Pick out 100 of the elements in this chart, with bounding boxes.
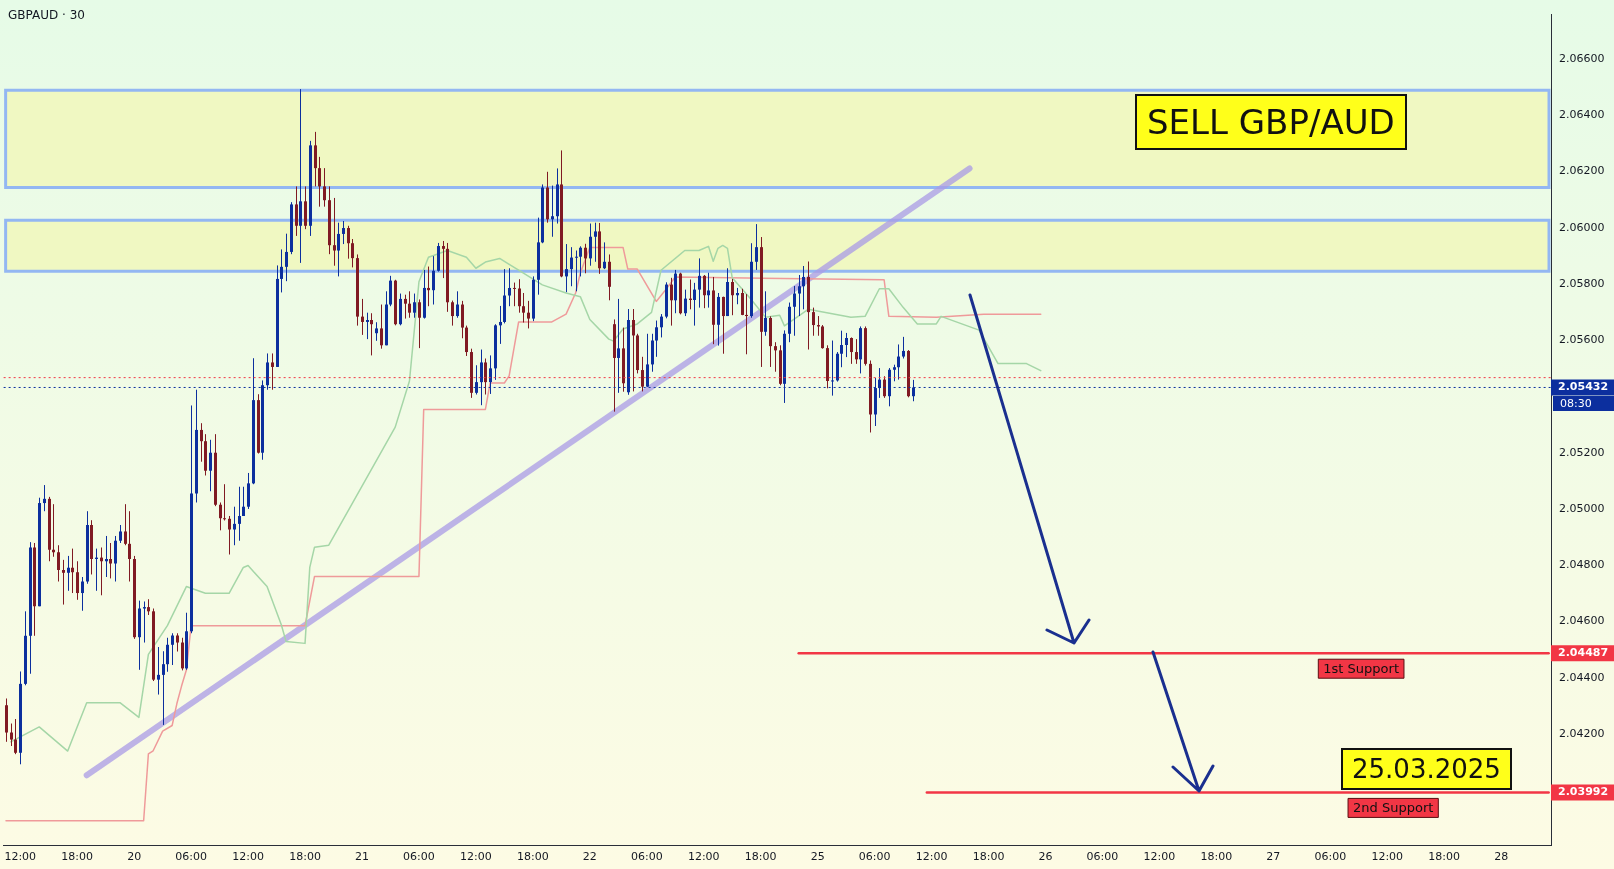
candlestick — [43, 484, 46, 512]
y-tick-label: 2.06200 — [1559, 164, 1605, 178]
candlestick — [897, 343, 900, 381]
ref-line-label: 2.05432 — [1558, 380, 1609, 394]
candlestick — [579, 245, 582, 277]
candlestick — [432, 255, 435, 306]
candlestick — [570, 246, 573, 287]
candlestick — [575, 250, 578, 292]
y-tick-label: 2.04200 — [1559, 726, 1605, 740]
candlestick — [584, 243, 587, 274]
x-tick-label: 18:00 — [972, 850, 1005, 864]
candlestick — [209, 439, 212, 492]
x-tick-label: 20 — [127, 850, 142, 864]
candlestick — [171, 632, 174, 666]
candlestick — [143, 600, 146, 644]
candlestick — [389, 275, 392, 307]
y-tick-label: 2.04800 — [1559, 558, 1605, 572]
chart-title: GBPAUD · 30 — [8, 8, 85, 22]
x-tick-label: 12:00 — [1143, 850, 1176, 864]
candlestick — [646, 333, 649, 388]
y-tick-label: 2.06000 — [1559, 220, 1605, 234]
candlestick — [370, 312, 373, 356]
candlestick — [684, 289, 687, 317]
candlestick — [442, 240, 445, 279]
candlestick — [375, 321, 378, 342]
candlestick — [76, 560, 79, 601]
x-tick-label: 12:00 — [460, 850, 492, 864]
x-tick-label: 12:00 — [4, 850, 37, 864]
y-tick-label: 2.06600 — [1559, 51, 1605, 65]
candlestick — [451, 300, 454, 327]
candlestick — [124, 503, 127, 546]
candlestick — [67, 555, 70, 592]
candlestick — [603, 241, 606, 270]
candlestick — [755, 223, 758, 271]
x-tick-label: 12:00 — [687, 850, 720, 864]
x-tick-label: 18:00 — [517, 850, 549, 864]
candlestick — [280, 248, 283, 293]
x-tick-label: 06:00 — [403, 850, 435, 864]
series-label: 2nd Support — [1353, 799, 1434, 815]
candlestick — [707, 272, 710, 309]
candlestick — [114, 535, 117, 583]
x-tick-label: 06:00 — [630, 850, 663, 864]
candlestick — [162, 650, 165, 726]
candlestick — [166, 637, 169, 673]
candlestick — [840, 330, 843, 368]
x-tick-label: 06:00 — [1314, 850, 1347, 864]
text: 08:30 — [1553, 396, 1614, 411]
candlestick — [565, 243, 568, 293]
candlestick — [655, 320, 658, 358]
x-tick-label: 12:00 — [232, 850, 264, 864]
x-tick-label: 18:00 — [744, 850, 777, 864]
candlestick — [522, 292, 525, 324]
y-tick-label: 2.05200 — [1559, 445, 1605, 459]
candlestick — [342, 220, 345, 245]
candlestick — [499, 305, 502, 345]
candlestick — [513, 282, 516, 307]
candlestick — [271, 352, 274, 391]
candlestick — [518, 278, 521, 314]
candlestick — [295, 185, 298, 237]
candlestick — [461, 300, 464, 339]
candlestick — [745, 293, 748, 355]
x-tick-label: 26 — [1038, 850, 1053, 864]
candlestick — [10, 723, 13, 747]
candlestick — [812, 307, 815, 337]
candlestick — [741, 288, 744, 316]
candlestick — [793, 285, 796, 337]
candlestick — [456, 290, 459, 319]
x-tick-label: 21 — [354, 850, 369, 864]
candlestick — [418, 298, 421, 349]
candlestick — [228, 515, 231, 556]
y-tick-label: 2.05600 — [1559, 333, 1605, 347]
y-tick-label: 2.04400 — [1559, 670, 1605, 684]
candlestick — [81, 576, 84, 612]
x-tick-label: 12:00 — [915, 850, 948, 864]
x-tick-label: 18:00 — [61, 850, 94, 864]
y-tick-label: 2.04600 — [1559, 614, 1605, 628]
x-tick-label: 18:00 — [1200, 850, 1233, 864]
x-tick-label: 18:00 — [1428, 850, 1461, 864]
candlestick — [318, 156, 321, 208]
candlestick — [200, 422, 203, 463]
candlestick — [380, 304, 383, 350]
candlestick — [128, 510, 131, 583]
candlestick — [404, 294, 407, 320]
x-tick-label: 06:00 — [175, 850, 207, 864]
x-tick-label: 06:00 — [858, 850, 891, 864]
x-tick-label: 25 — [810, 850, 825, 864]
candlestick — [798, 274, 801, 317]
candlestick — [351, 238, 354, 268]
candlestick — [850, 336, 853, 365]
candlestick — [242, 486, 245, 517]
candlestick — [333, 197, 336, 267]
candlestick — [408, 290, 411, 319]
data-label: 2.03992 — [1558, 785, 1609, 799]
candlestick — [551, 185, 554, 238]
x-tick-label: 18:00 — [289, 850, 321, 864]
candlestick — [693, 282, 696, 327]
candlestick — [57, 544, 60, 583]
y-tick-label: 2.05000 — [1559, 501, 1605, 515]
y-tick-label: 2.06400 — [1559, 108, 1605, 122]
candlestick — [527, 300, 530, 329]
